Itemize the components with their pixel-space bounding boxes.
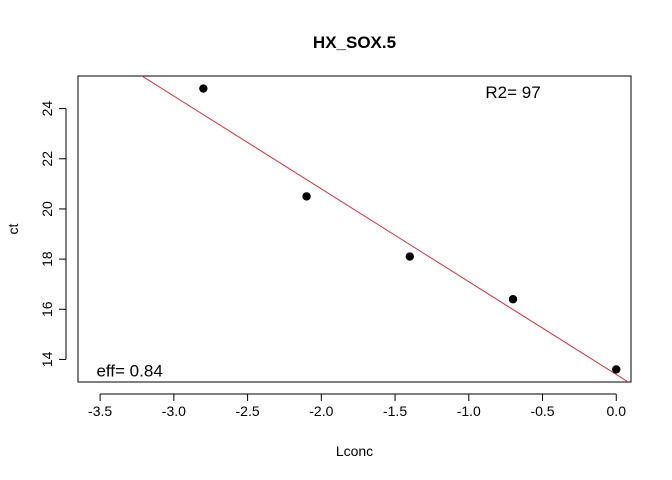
x-tick-label: -2.5: [236, 403, 260, 419]
data-point: [405, 252, 414, 261]
y-axis: 14 16 18 20 22 24: [39, 101, 67, 367]
data-point: [508, 295, 518, 304]
x-axis: -3.5 -3.0 -2.5 -2.0 -1.5 -1.0 -0.5 0.0: [88, 393, 627, 419]
x-tick-label: -1.0: [457, 403, 481, 419]
x-tick-label: -1.5: [383, 403, 407, 419]
x-tick-label: -2.0: [309, 403, 333, 419]
y-tick-label: 20: [39, 201, 55, 217]
y-tick-label: 14: [39, 351, 55, 367]
y-axis-label: ct: [5, 223, 21, 234]
data-points: [199, 84, 621, 374]
x-tick-label: -0.5: [530, 403, 554, 419]
data-point: [199, 84, 208, 93]
data-point: [612, 365, 621, 374]
x-axis-label: Lconc: [336, 443, 373, 459]
y-tick-label: 16: [39, 301, 55, 317]
y-tick-label: 18: [39, 251, 55, 267]
annotation-label: R2= 97: [485, 83, 540, 102]
x-tick-label: 0.0: [607, 403, 627, 419]
x-tick-label: -3.5: [88, 403, 112, 419]
data-point: [302, 192, 311, 201]
regression-line-layer: [141, 76, 630, 382]
annotation-label: eff= 0.84: [96, 361, 162, 380]
annotations: R2= 97 eff= 0.84: [96, 83, 540, 380]
regression-line: [141, 76, 630, 382]
plot-frame: [77, 75, 632, 383]
y-tick-label: 24: [39, 101, 55, 117]
y-tick-label: 22: [39, 151, 55, 167]
chart-title: HX_SOX.5: [313, 33, 396, 52]
x-tick-label: -3.0: [162, 403, 186, 419]
